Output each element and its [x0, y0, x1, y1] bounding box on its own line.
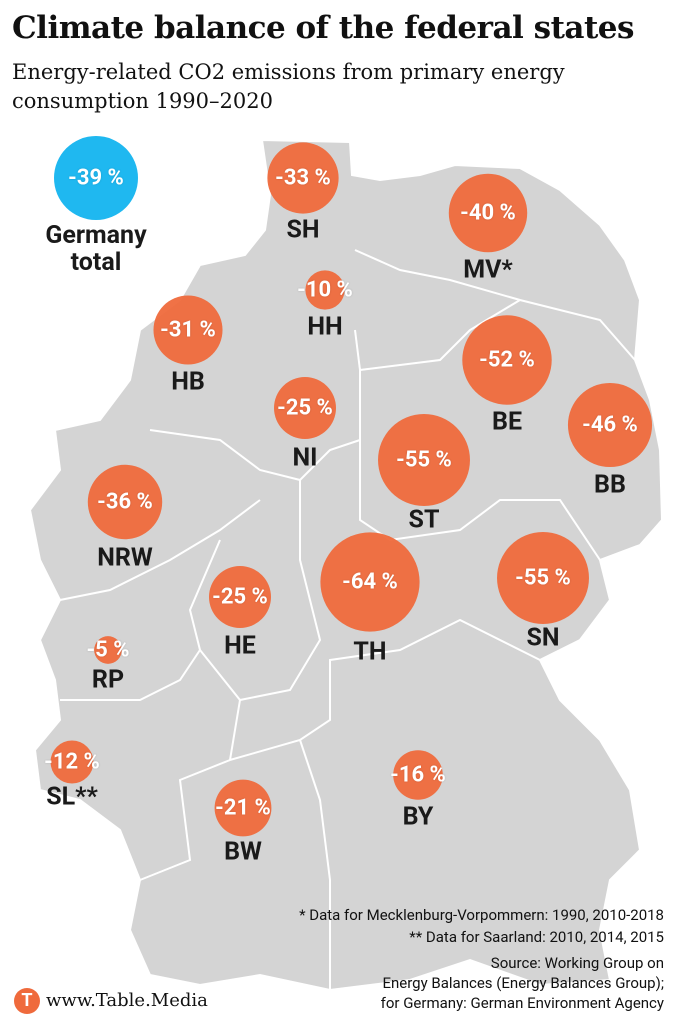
- state-value-label: -55 %: [396, 447, 452, 473]
- state-bubble: [214, 779, 272, 837]
- state-value-label: -55 %: [515, 565, 571, 591]
- state-value-label: -25 %: [277, 395, 333, 421]
- state-value-label: -5 %: [86, 637, 130, 663]
- total-bubble: [54, 136, 138, 220]
- state-code: NI: [292, 443, 318, 473]
- state-value-label: -40 %: [460, 200, 516, 226]
- state-bubble: [274, 377, 336, 439]
- subtitle: Energy-related CO2 emissions from primar…: [12, 60, 565, 113]
- state-bubble: [267, 142, 339, 214]
- state-value-label: -12 %: [44, 749, 100, 775]
- state-code: BE: [491, 407, 523, 437]
- state-bubble: [94, 636, 122, 664]
- state-value-label: -31 %: [160, 317, 216, 343]
- state-value-label: -16 %: [390, 762, 446, 788]
- title: Climate balance of the federal states: [12, 10, 634, 46]
- state-bubble: [393, 750, 443, 800]
- state-value-label: -52 %: [479, 347, 535, 373]
- source: Source: Working Group on: [490, 954, 664, 972]
- state-code: TH: [353, 637, 387, 667]
- source: Energy Balances (Energy Balances Group);: [382, 974, 664, 992]
- state-code: SL**: [46, 782, 98, 812]
- state-value-label: -36 %: [97, 489, 153, 515]
- source: for Germany: German Environment Agency: [380, 994, 664, 1012]
- state-value-label: -21 %: [215, 795, 271, 821]
- state-code: BB: [594, 470, 626, 500]
- state-bubble: [50, 740, 94, 784]
- logo-text: www.Table.Media: [46, 990, 208, 1011]
- state-bubble: [209, 566, 271, 628]
- state-code: MV*: [463, 255, 513, 285]
- state-code: BY: [402, 802, 434, 832]
- state-bubble: [87, 464, 163, 540]
- state-code: HH: [307, 312, 343, 342]
- state-bubble: [448, 173, 528, 253]
- state-bubble: [305, 270, 345, 310]
- state-bubble: [497, 532, 589, 624]
- state-bubble: [462, 315, 552, 405]
- state-bubble: [567, 382, 653, 468]
- state-code: NRW: [97, 543, 153, 573]
- total-value-label: -39 %: [68, 165, 124, 191]
- state-code: BW: [224, 837, 262, 867]
- state-value-label: -64 %: [342, 569, 398, 595]
- footnote: * Data for Mecklenburg-Vorpommern: 1990,…: [299, 906, 664, 924]
- logo-icon: T: [14, 988, 40, 1014]
- footnote: ** Data for Saarland: 2010, 2014, 2015: [409, 928, 664, 946]
- state-borders: [59, 249, 636, 990]
- state-code: RP: [91, 665, 125, 695]
- state-value-label: -33 %: [275, 165, 331, 191]
- state-value-label: -46 %: [582, 412, 638, 438]
- state-code: HE: [224, 631, 256, 661]
- state-code: ST: [408, 505, 440, 535]
- total-label: Germany total: [45, 221, 147, 277]
- state-value-label: -25 %: [212, 584, 268, 610]
- state-code: SN: [526, 623, 560, 653]
- state-code: HB: [171, 367, 205, 397]
- state-code: SH: [286, 215, 320, 245]
- state-bubble: [153, 295, 223, 365]
- state-bubble: [378, 414, 470, 506]
- state-value-label: -10 %: [297, 277, 353, 303]
- state-bubble: [320, 532, 420, 632]
